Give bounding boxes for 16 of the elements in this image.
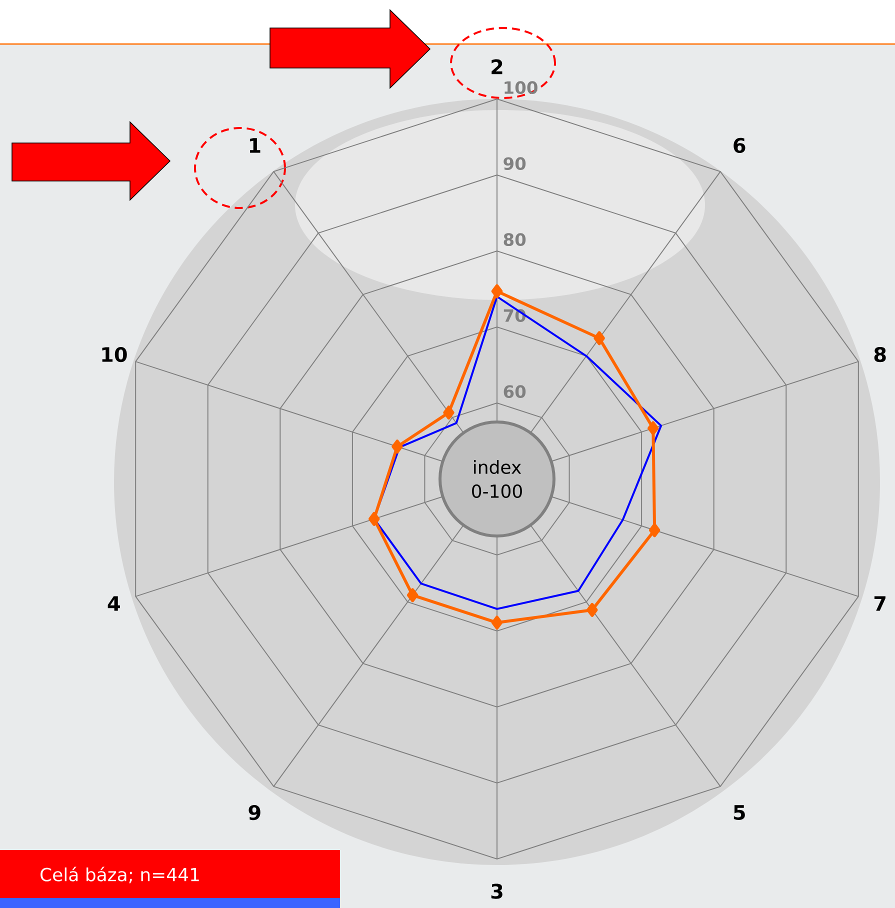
spoke-label: 9 — [248, 805, 260, 820]
spoke-label: 3 — [491, 884, 502, 899]
spoke-label: 2 — [492, 59, 502, 74]
spoke-label: 10 — [102, 346, 127, 362]
spoke-label: 7 — [874, 596, 886, 611]
text: index 0-100 — [472, 460, 522, 498]
text: Celá báza; n=441 — [40, 866, 199, 884]
spoke-label: 1 — [250, 138, 260, 153]
y-tick-label: 60 — [504, 385, 526, 398]
spoke-label: 8 — [874, 346, 886, 362]
spoke-label: 5 — [734, 805, 745, 820]
y-tick-label: 80 — [504, 233, 526, 246]
spoke-label: 6 — [734, 138, 746, 153]
spoke-label: 4 — [108, 596, 120, 611]
y-tick-label: 90 — [504, 157, 526, 170]
y-tick-label: 100 — [504, 81, 538, 94]
